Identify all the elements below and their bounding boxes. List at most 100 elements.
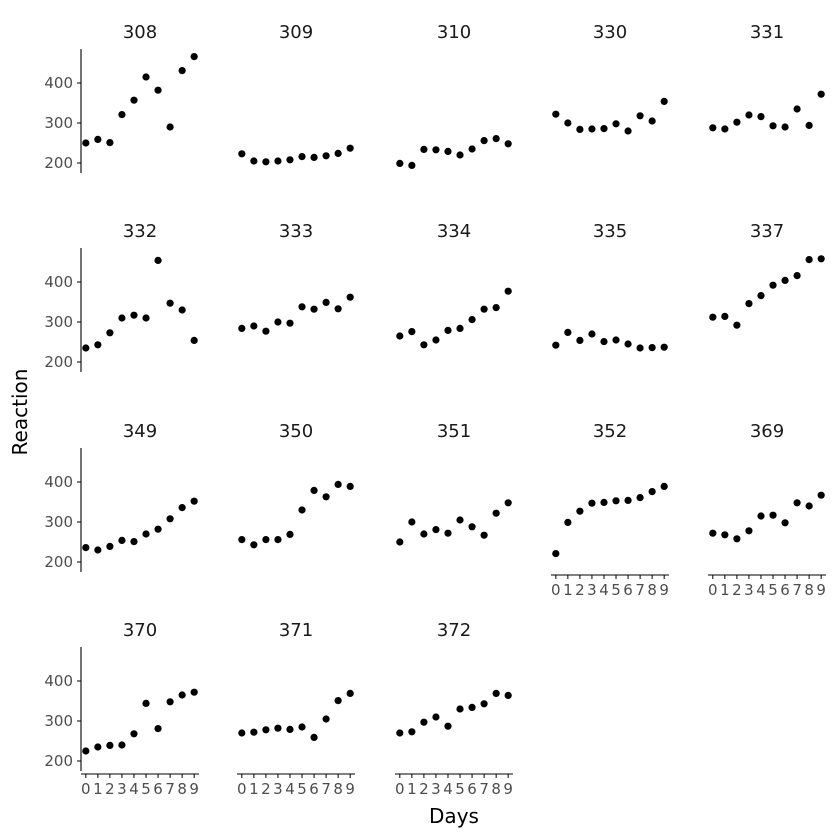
data-point (310, 153, 318, 161)
data-point (552, 110, 560, 118)
data-point (504, 140, 512, 148)
x-axis-title: Days (429, 804, 479, 828)
panel-335: 335 (552, 221, 668, 352)
data-point (709, 124, 717, 132)
panel-title: 370 (123, 620, 157, 641)
y-tick-label: 200 (44, 752, 73, 770)
data-point (552, 341, 560, 349)
x-tick-label: 8 (804, 581, 814, 599)
panel-369: 369 0 1 2 3 4 5 6 7 8 9 (708, 421, 826, 599)
data-point (709, 529, 717, 537)
x-tick-label: 2 (419, 780, 429, 798)
data-point (757, 113, 765, 121)
data-point (396, 159, 404, 167)
data-point (576, 507, 584, 515)
data-point (154, 525, 162, 533)
data-point (106, 542, 114, 551)
data-point (612, 120, 620, 128)
data-point (142, 699, 150, 708)
x-tick-label: 1 (407, 780, 417, 798)
data-point (733, 118, 741, 126)
panel-title: 372 (437, 620, 471, 641)
x-tick-label: 1 (93, 780, 103, 798)
x-tick-label: 2 (732, 581, 742, 599)
data-point (468, 316, 476, 324)
panel-title: 369 (750, 421, 784, 442)
data-point (648, 344, 656, 352)
panel-title: 331 (750, 22, 784, 43)
data-point (154, 256, 162, 264)
data-point (118, 741, 126, 749)
data-point (408, 328, 416, 336)
data-point (817, 90, 825, 98)
x-tick-label: 7 (165, 780, 175, 798)
data-point (190, 53, 198, 61)
x-tick-label: 7 (479, 780, 489, 798)
data-point (238, 729, 246, 737)
data-point (564, 518, 572, 527)
data-point (298, 506, 306, 514)
data-point (178, 67, 186, 75)
panel-title: 337 (750, 221, 784, 242)
data-point (94, 135, 102, 143)
data-point (322, 152, 330, 160)
x-tick-label: 8 (491, 780, 501, 798)
data-point (166, 299, 174, 307)
data-point (432, 526, 440, 534)
x-tick-label: 2 (105, 780, 115, 798)
y-tick-label: 300 (44, 712, 73, 730)
panel-333: 333 (238, 221, 354, 335)
data-point (94, 743, 102, 751)
panel-title: 333 (279, 221, 313, 242)
x-tick-label: 4 (443, 780, 453, 798)
data-point (600, 125, 608, 133)
data-point (334, 697, 342, 705)
data-point (190, 497, 198, 505)
x-tick-label: 1 (249, 780, 259, 798)
data-point (793, 105, 801, 113)
data-point (142, 314, 150, 322)
panel-310: 310 (396, 22, 512, 169)
data-point (274, 536, 282, 544)
y-axis-title: Reaction (8, 369, 32, 456)
x-tick-label: 4 (285, 780, 295, 798)
data-point (420, 530, 428, 538)
x-tick-label: 5 (455, 780, 465, 798)
data-point (178, 306, 186, 314)
data-point (322, 493, 330, 501)
data-point (334, 305, 342, 313)
x-tick-label: 2 (575, 581, 585, 599)
data-point (396, 538, 404, 546)
data-point (745, 111, 753, 119)
data-point (274, 724, 282, 732)
data-point (334, 149, 342, 157)
data-point (636, 494, 644, 502)
data-point (660, 97, 668, 105)
y-tick-label: 400 (44, 273, 73, 291)
data-point (408, 161, 416, 169)
data-point (408, 518, 416, 526)
panel-308: 308 200 300 400 (44, 22, 198, 173)
data-point (310, 733, 318, 742)
data-point (310, 486, 318, 494)
data-point (396, 332, 404, 340)
x-tick-label: 0 (395, 780, 405, 798)
data-point (648, 488, 656, 496)
panel-title: 349 (123, 421, 157, 442)
data-point (817, 255, 825, 263)
panel-350: 350 (238, 421, 354, 549)
x-tick-label: 6 (780, 581, 790, 599)
panel-title: 330 (593, 22, 627, 43)
data-point (262, 536, 270, 544)
y-tick-label: 300 (44, 313, 73, 331)
data-point (624, 496, 632, 504)
y-tick-label: 400 (44, 473, 73, 491)
x-tick-label: 8 (333, 780, 343, 798)
data-point (492, 509, 500, 517)
data-point (480, 305, 488, 313)
panel-331: 331 (709, 22, 825, 133)
data-point (444, 722, 452, 730)
data-point (322, 298, 330, 306)
data-point (346, 689, 354, 698)
data-point (612, 336, 620, 344)
